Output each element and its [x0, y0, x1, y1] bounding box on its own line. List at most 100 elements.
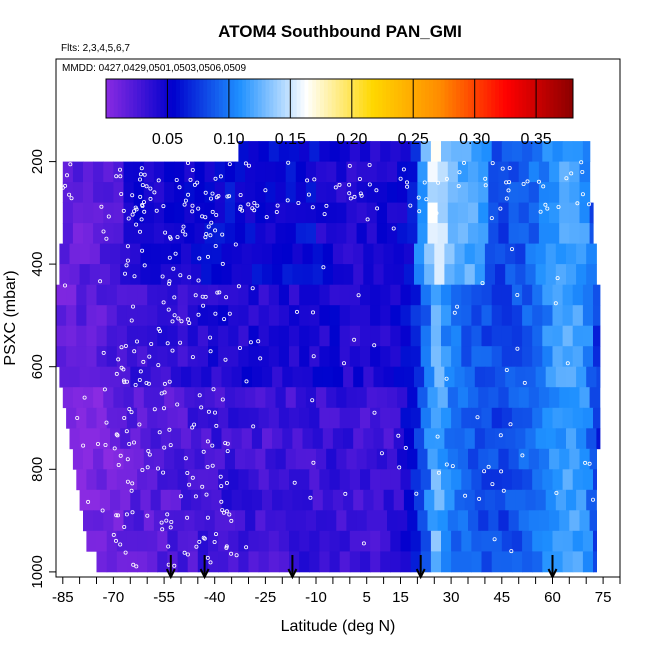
- heatmap-cell: [454, 264, 466, 285]
- heatmap-cell: [208, 284, 219, 306]
- observation-point: [185, 470, 190, 475]
- heatmap-cell: [549, 223, 560, 244]
- heatmap-cell: [56, 325, 67, 347]
- heatmap-cell: [441, 346, 452, 368]
- heatmap-cell: [420, 469, 432, 491]
- observation-point: [337, 182, 342, 187]
- heatmap-cell: [451, 407, 462, 429]
- heatmap-cell: [289, 346, 300, 368]
- heatmap-cell: [538, 202, 550, 224]
- heatmap-cell: [299, 325, 310, 347]
- heatmap-cell: [562, 141, 574, 162]
- heatmap-cell: [562, 284, 574, 306]
- observation-point: [396, 433, 401, 438]
- x-axis-label: Latitude (deg N): [281, 618, 396, 635]
- heatmap-cell: [586, 428, 597, 450]
- colorbar-segment: [265, 79, 270, 118]
- observation-point: [161, 470, 166, 475]
- observation-point: [587, 202, 592, 207]
- observation-point: [310, 205, 315, 210]
- heatmap-cell: [184, 202, 195, 224]
- heatmap-cell: [268, 141, 280, 162]
- heatmap-cell: [329, 469, 341, 491]
- observation-point: [119, 345, 124, 350]
- colorbar-segment: [483, 79, 488, 118]
- heatmap-cell: [336, 223, 347, 244]
- heatmap-cell: [582, 551, 594, 573]
- observation-point: [455, 304, 460, 309]
- heatmap-cell: [451, 305, 462, 327]
- heatmap-cell: [106, 407, 118, 429]
- heatmap-cell: [471, 551, 483, 573]
- heatmap-cell: [66, 346, 77, 368]
- heatmap-cell: [332, 243, 344, 265]
- heatmap-cell: [248, 346, 260, 368]
- heatmap-cell: [275, 448, 287, 470]
- heatmap-cell: [62, 182, 74, 203]
- heatmap-cell: [326, 387, 337, 409]
- observation-point: [435, 434, 440, 439]
- observation-point: [213, 176, 218, 181]
- observation-point: [161, 406, 166, 411]
- heatmap-cell: [593, 530, 597, 552]
- observation-point: [296, 200, 301, 205]
- heatmap-cell: [238, 551, 250, 573]
- heatmap-cell: [400, 530, 412, 552]
- observation-point: [156, 178, 161, 183]
- colorbar-segment: [347, 79, 352, 118]
- heatmap-cell: [528, 387, 540, 409]
- observation-point: [367, 162, 372, 167]
- heatmap-cell: [86, 346, 98, 368]
- heatmap-cell: [282, 428, 293, 450]
- heatmap-cell: [434, 243, 445, 265]
- observation-point: [197, 256, 202, 261]
- heatmap-cell: [197, 469, 209, 491]
- observation-point: [322, 212, 327, 217]
- heatmap-cell: [208, 551, 219, 573]
- heatmap-cell: [72, 387, 84, 409]
- heatmap-cell: [538, 223, 550, 244]
- heatmap-cell: [143, 161, 155, 183]
- heatmap-cell: [83, 161, 94, 183]
- heatmap-cell: [326, 448, 337, 470]
- colorbar-segment: [362, 79, 368, 118]
- heatmap-cell: [589, 448, 597, 470]
- heatmap-cell: [593, 407, 601, 429]
- observation-point: [190, 475, 195, 480]
- heatmap-cell: [177, 346, 189, 368]
- observation-point: [397, 465, 402, 470]
- heatmap-cell: [187, 551, 199, 573]
- observation-point: [525, 179, 530, 184]
- colorbar-segment: [285, 79, 290, 118]
- colorbar-segment: [565, 79, 570, 118]
- heatmap-cell: [576, 366, 587, 388]
- colorbar-tick-label: 0.35: [521, 131, 552, 148]
- heatmap-cell: [181, 366, 192, 388]
- observation-point: [119, 191, 124, 196]
- observation-point: [452, 310, 457, 315]
- observation-point: [100, 508, 105, 513]
- heatmap-cell: [528, 182, 540, 203]
- heatmap-cell: [268, 530, 280, 552]
- heatmap-cell: [86, 469, 98, 491]
- colorbar-segment: [277, 79, 282, 118]
- heatmap-cell: [491, 469, 503, 491]
- heatmap-cell: [194, 161, 206, 183]
- heatmap-cell: [555, 366, 567, 388]
- heatmap-cell: [137, 346, 148, 368]
- observation-point: [196, 312, 201, 317]
- colorbar-tick-label: 0.05: [152, 131, 183, 148]
- observation-point: [134, 222, 139, 227]
- heatmap-cell: [346, 448, 358, 470]
- observation-point: [248, 340, 253, 345]
- heatmap-cell: [113, 223, 125, 244]
- observation-point: [129, 318, 134, 323]
- heatmap-cell: [238, 346, 250, 368]
- heatmap-cell: [522, 325, 533, 347]
- heatmap-cell: [316, 387, 327, 409]
- heatmap-cell: [238, 469, 250, 491]
- heatmap-cell: [542, 551, 553, 573]
- heatmap-cell: [329, 407, 341, 429]
- heatmap-cell: [430, 407, 442, 429]
- colorbar-segment: [393, 79, 399, 118]
